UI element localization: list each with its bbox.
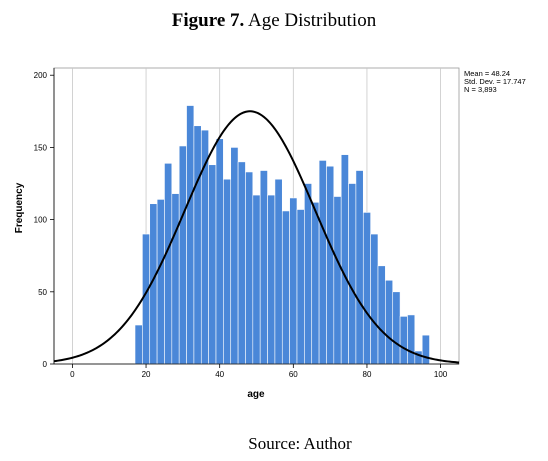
histogram-bar	[215, 138, 224, 365]
x-tick-label: 80	[363, 370, 372, 379]
histogram-bar	[230, 147, 239, 365]
histogram-bar	[267, 194, 276, 365]
histogram-bar	[340, 154, 349, 365]
histogram-bar	[311, 201, 320, 365]
stats-std-dev: Std. Dev. = 17.747	[464, 77, 526, 86]
y-axis-label: Frequency	[14, 182, 25, 233]
histogram-bar	[370, 233, 379, 365]
histogram-bar	[259, 170, 268, 365]
x-tick-label: 60	[289, 370, 298, 379]
figure-source: Source: Author	[248, 434, 352, 453]
histogram-bar	[274, 178, 283, 365]
histogram-bar	[281, 210, 290, 365]
histogram-bar	[171, 193, 180, 365]
stats-mean: Mean = 48.24	[464, 69, 510, 78]
histogram-bars	[134, 105, 430, 365]
histogram-bar	[355, 170, 364, 365]
histogram-bar	[421, 334, 430, 365]
figure-title: Figure 7. Age Distribution	[0, 10, 548, 32]
x-axis-ticks: 0 20 40 60 80 100	[70, 364, 448, 379]
y-axis-ticks: 0 50 100 150 200	[34, 71, 54, 369]
histogram-bar	[186, 105, 195, 365]
figure-number: Figure 7.	[171, 10, 245, 31]
histogram-bar	[377, 265, 386, 365]
figure-caption: Age Distribution	[244, 10, 377, 31]
histogram-bar	[399, 316, 408, 365]
histogram-bar	[245, 171, 254, 365]
histogram-bar	[223, 178, 232, 365]
stats-n: N = 3,893	[464, 85, 497, 94]
histogram-bar	[407, 314, 416, 365]
histogram-bar	[385, 279, 394, 365]
normal-curve	[53, 110, 460, 364]
x-axis-label: age	[247, 389, 265, 400]
histogram-bar	[304, 183, 313, 365]
y-tick-label: 100	[34, 216, 48, 225]
histogram-bar	[392, 291, 401, 365]
y-tick-label: 150	[34, 143, 48, 152]
histogram-bar	[289, 197, 298, 365]
histogram-bar	[193, 125, 202, 365]
histogram-bar	[348, 183, 357, 365]
y-tick-label: 50	[38, 288, 47, 297]
histogram-bar	[178, 145, 187, 365]
histogram-bar	[164, 162, 173, 365]
histogram-bar	[134, 324, 143, 365]
histogram-bar	[362, 212, 371, 365]
histogram-bar	[208, 164, 217, 365]
histogram-bar	[252, 194, 261, 365]
histogram-bar	[333, 196, 342, 365]
histogram-bar	[326, 165, 335, 365]
histogram-bar	[156, 199, 165, 365]
histogram-bar	[318, 160, 327, 365]
y-tick-label: 0	[43, 360, 48, 369]
histogram-bar	[296, 209, 305, 365]
x-tick-label: 40	[215, 370, 224, 379]
histogram-bar	[237, 161, 246, 365]
x-tick-label: 100	[434, 370, 448, 379]
y-tick-label: 200	[34, 71, 48, 80]
x-tick-label: 0	[70, 370, 75, 379]
x-tick-label: 20	[142, 370, 151, 379]
